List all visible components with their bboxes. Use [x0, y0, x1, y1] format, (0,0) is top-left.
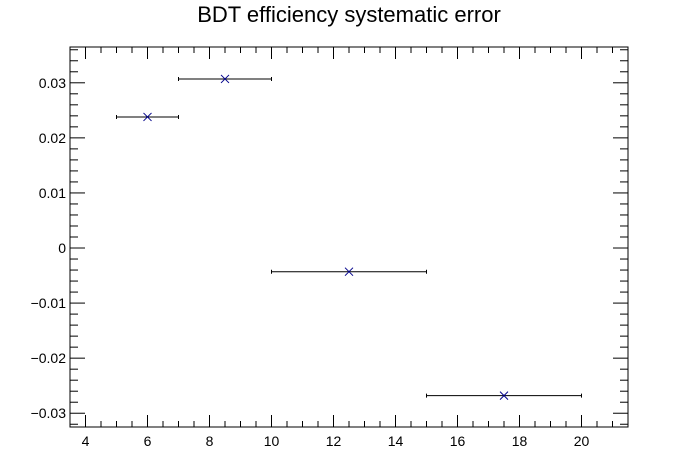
y-tick-label: 0.02 [39, 130, 66, 146]
x-marker-stroke [220, 74, 230, 84]
x-tick-label: 14 [388, 433, 404, 449]
x-marker-stroke [499, 391, 509, 400]
x-marker-stroke [344, 267, 354, 277]
data-point [271, 267, 427, 277]
data-points [116, 74, 582, 400]
x-tick-label: 16 [450, 433, 466, 449]
x-tick-label: 4 [82, 433, 90, 449]
y-axis: −0.03 −0.02 −0.01 0 0.01 0.02 0.03 [31, 49, 628, 425]
chart-title: BDT efficiency systematic error [197, 2, 501, 27]
x-tick-label: 6 [144, 433, 152, 449]
data-point [116, 112, 179, 122]
x-tick-label: 8 [206, 433, 214, 449]
plot-frame [69, 46, 629, 428]
x-marker-stroke [143, 112, 152, 122]
y-tick-label: 0.03 [39, 75, 66, 91]
x-tick-label: 10 [264, 433, 280, 449]
x-tick-label: 18 [512, 433, 528, 449]
y-tick-label: −0.03 [31, 405, 67, 421]
data-point [178, 74, 272, 84]
data-point [426, 391, 582, 400]
x-tick-label: 12 [326, 433, 342, 449]
y-tick-label: 0.01 [39, 185, 66, 201]
x-tick-label: 20 [574, 433, 590, 449]
y-tick-label: −0.01 [31, 295, 67, 311]
x-axis: 4 6 8 10 12 14 16 18 20 [69, 47, 629, 449]
y-tick-label: −0.02 [31, 350, 67, 366]
y-tick-label: 0 [58, 240, 66, 256]
